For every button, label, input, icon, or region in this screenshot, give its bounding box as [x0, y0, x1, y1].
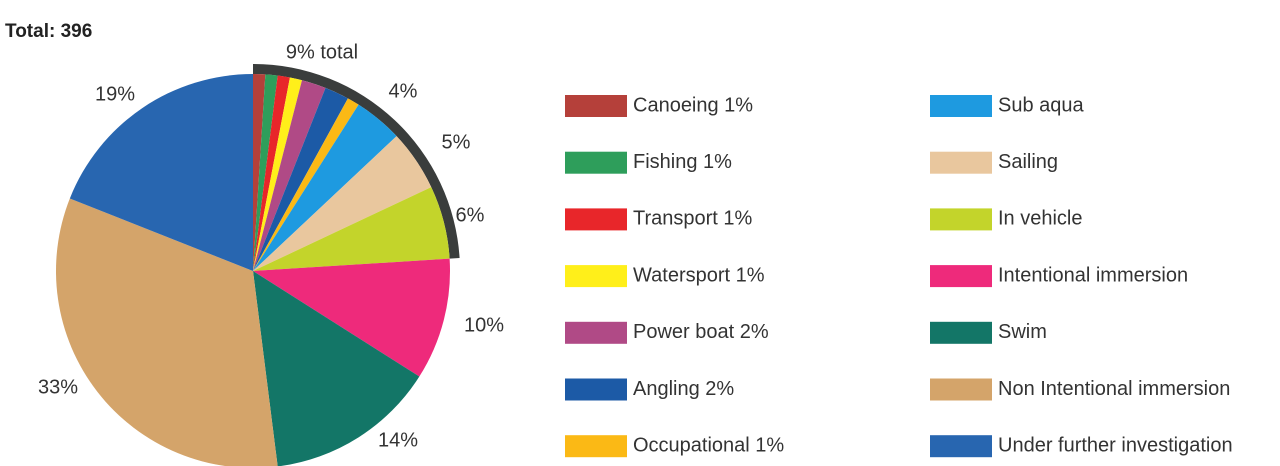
pie-slice — [253, 104, 397, 272]
slice-label: 33% — [38, 376, 78, 398]
pie-slice — [253, 74, 266, 271]
legend-swatch — [930, 208, 992, 231]
legend-swatch — [930, 265, 992, 288]
pie-slice — [253, 98, 359, 271]
legend-label: Power boat 2% — [633, 321, 769, 343]
pie-slice — [253, 136, 432, 271]
legend-label: Sub aqua — [998, 94, 1085, 116]
legend-swatch — [930, 435, 992, 458]
legend-label: Intentional immersion — [998, 264, 1188, 286]
slice-label: 14% — [378, 429, 418, 451]
slice-label: 6% — [456, 204, 485, 226]
legend-label: Under further investigation — [998, 434, 1233, 456]
legend-swatch — [565, 378, 627, 401]
legend-swatch — [930, 95, 992, 117]
chart-title: Total: 396 — [5, 21, 92, 42]
pie-slice — [253, 80, 326, 271]
legend-label: Swim — [998, 321, 1047, 343]
legend-swatch — [565, 435, 627, 458]
pie-slice — [253, 271, 420, 466]
pie-slice — [253, 87, 348, 271]
slice-label: 19% — [95, 83, 135, 105]
legend-label: In vehicle — [998, 208, 1083, 230]
legend-label: Fishing 1% — [633, 151, 732, 173]
pie-slice — [253, 74, 278, 271]
slice-label: 5% — [442, 131, 471, 153]
rim — [253, 64, 460, 259]
legend-label: Sailing — [998, 151, 1058, 173]
annotation: 9% total — [286, 41, 358, 63]
pie-slice — [253, 258, 450, 377]
legend-label: Transport 1% — [633, 208, 753, 230]
legend-label: Non Intentional immersion — [998, 378, 1230, 400]
legend-swatch — [930, 321, 992, 344]
legend-label: Angling 2% — [633, 378, 734, 400]
legend-swatch — [930, 378, 992, 401]
legend-label: Watersport 1% — [633, 264, 765, 286]
pie-slice — [56, 198, 278, 466]
legend-swatch — [565, 265, 627, 288]
pie-slice — [253, 187, 450, 271]
legend-swatch — [930, 151, 992, 174]
legend-swatch — [565, 95, 627, 117]
legend-label: Canoeing 1% — [633, 94, 753, 116]
legend-swatch — [565, 208, 627, 231]
pie-slice — [69, 74, 253, 271]
slice-label: 10% — [464, 314, 504, 336]
pie-slice — [253, 75, 290, 271]
legend-swatch — [565, 321, 627, 344]
slice-label: 4% — [389, 80, 418, 102]
pie-slice — [253, 77, 302, 271]
legend-swatch — [565, 151, 627, 174]
legend-label: Occupational 1% — [633, 434, 784, 456]
